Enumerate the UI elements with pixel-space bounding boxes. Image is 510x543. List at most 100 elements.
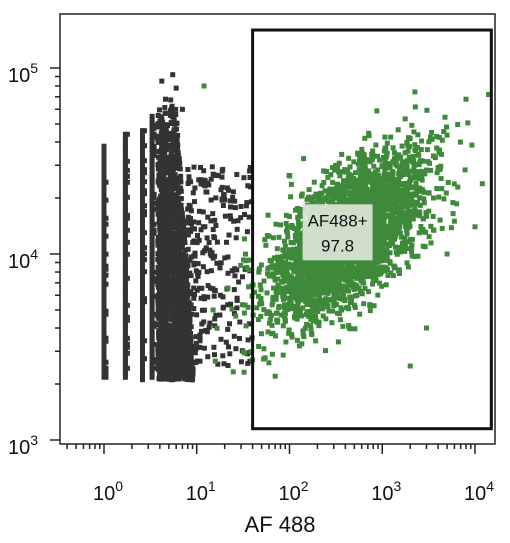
event-point <box>170 312 175 318</box>
event-point <box>151 227 157 233</box>
event-point <box>101 143 107 149</box>
event-point <box>353 170 358 176</box>
event-point <box>352 259 358 264</box>
event-point <box>175 162 181 168</box>
event-point <box>397 230 403 236</box>
event-point <box>330 308 335 314</box>
event-point <box>166 182 172 188</box>
event-point <box>349 191 355 197</box>
event-point <box>161 320 167 326</box>
event-point <box>193 346 199 352</box>
event-point <box>270 299 276 305</box>
event-point <box>157 196 163 202</box>
event-point <box>443 190 449 196</box>
event-point <box>149 140 155 146</box>
event-point <box>122 338 128 344</box>
event-point <box>226 232 232 238</box>
event-point <box>140 305 145 311</box>
event-point <box>246 284 252 290</box>
event-point <box>200 209 206 215</box>
event-point <box>450 211 456 217</box>
event-point <box>383 162 389 168</box>
event-point <box>176 220 181 226</box>
event-point <box>188 351 194 356</box>
event-point <box>181 311 187 317</box>
event-point <box>178 173 184 179</box>
event-point <box>149 212 155 218</box>
event-point <box>166 217 172 223</box>
event-point <box>191 164 197 170</box>
event-point <box>140 164 145 170</box>
event-point <box>409 253 415 259</box>
event-point <box>122 329 128 335</box>
event-point <box>160 285 166 291</box>
event-point <box>309 306 315 312</box>
event-point <box>329 284 334 290</box>
event-point <box>181 371 186 377</box>
event-point <box>149 272 155 278</box>
event-point <box>221 192 227 198</box>
event-point <box>140 314 145 320</box>
event-point <box>161 179 167 185</box>
event-point <box>151 146 157 152</box>
event-point <box>337 317 343 323</box>
event-point <box>142 170 147 176</box>
event-point <box>286 264 292 270</box>
event-point <box>122 206 128 212</box>
event-point <box>149 284 155 290</box>
event-point <box>230 369 236 375</box>
event-point <box>409 245 415 251</box>
event-point <box>167 173 173 179</box>
event-point <box>197 338 203 344</box>
event-point <box>162 105 168 110</box>
event-point <box>193 360 199 366</box>
event-point <box>385 258 391 264</box>
event-point <box>432 155 438 161</box>
event-point <box>204 269 210 275</box>
event-point <box>271 263 277 269</box>
event-point <box>122 233 128 239</box>
event-point <box>179 207 184 213</box>
event-point <box>176 198 182 204</box>
event-point <box>149 266 155 272</box>
event-point <box>149 329 155 335</box>
event-point <box>355 161 361 167</box>
event-point <box>151 269 157 275</box>
event-point <box>166 159 172 165</box>
event-point <box>208 197 214 203</box>
event-point <box>303 311 309 317</box>
event-point <box>198 177 204 183</box>
event-point <box>270 235 276 241</box>
event-point <box>122 308 128 314</box>
event-point <box>188 364 194 370</box>
event-point <box>149 185 155 191</box>
event-point <box>122 266 128 272</box>
event-point <box>142 179 147 185</box>
event-point <box>166 350 172 356</box>
event-point <box>421 189 427 195</box>
event-point <box>162 227 168 233</box>
event-point <box>311 194 317 200</box>
event-point <box>217 265 223 271</box>
event-point <box>210 227 216 233</box>
event-point <box>286 301 292 307</box>
event-point <box>218 336 224 342</box>
event-point <box>149 374 155 380</box>
event-point <box>149 245 155 251</box>
event-point <box>151 134 157 140</box>
event-point <box>175 215 181 221</box>
event-point <box>142 191 147 197</box>
event-point <box>170 72 176 78</box>
event-point <box>395 181 401 187</box>
event-point <box>149 251 155 257</box>
event-point <box>140 308 145 314</box>
event-point <box>101 155 107 161</box>
event-point <box>122 296 128 302</box>
event-point <box>201 168 207 174</box>
event-point <box>393 227 399 233</box>
event-point <box>173 295 179 300</box>
event-point <box>336 274 342 280</box>
event-point <box>142 158 147 164</box>
event-point <box>149 371 155 377</box>
event-point <box>366 274 372 280</box>
